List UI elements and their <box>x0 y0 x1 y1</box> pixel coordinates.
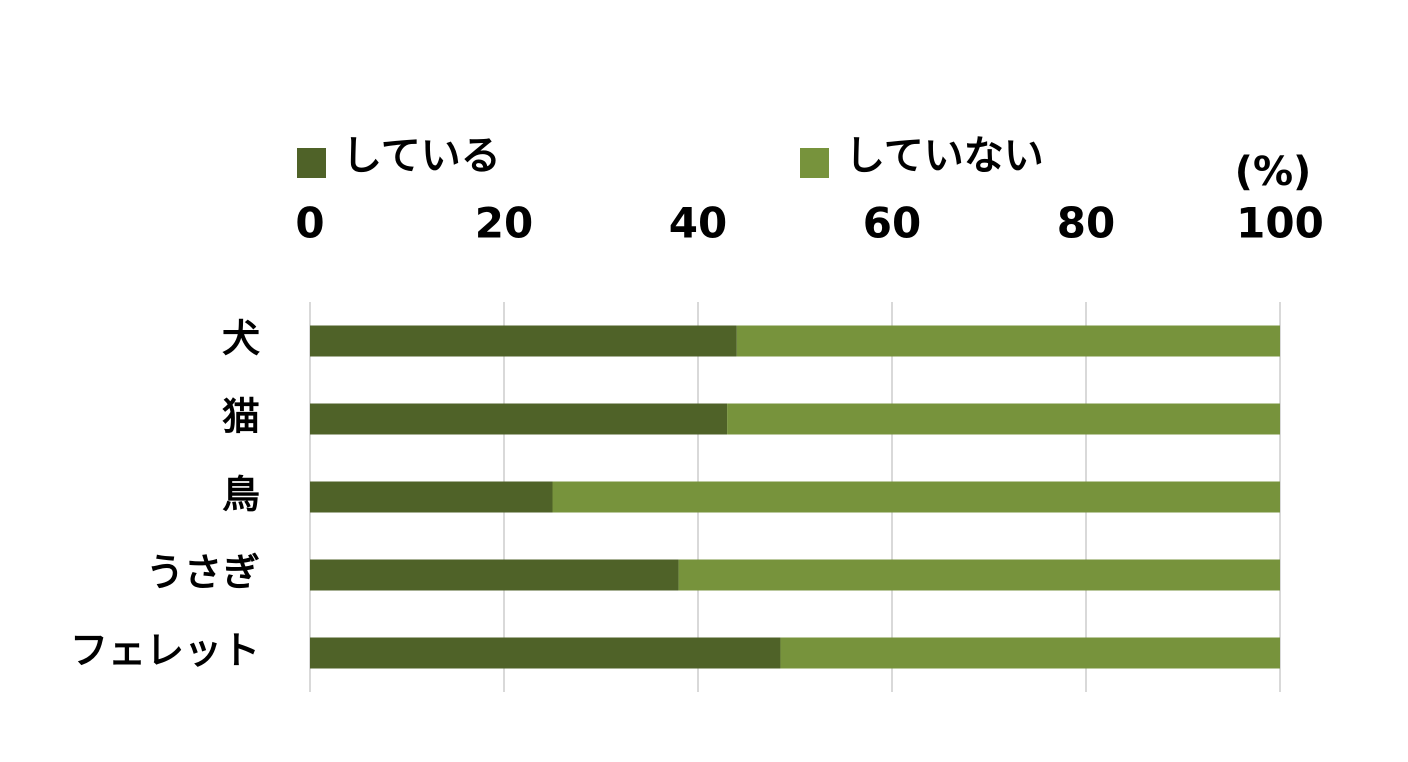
bar-segment <box>310 559 679 591</box>
legend-label: している <box>342 133 501 179</box>
x-tick-label: 80 <box>1057 199 1115 248</box>
legend-label: していない <box>845 133 1044 179</box>
y-tick-label: 猫 <box>222 395 260 439</box>
y-tick-label: 犬 <box>222 317 260 361</box>
bar-segment <box>310 481 553 513</box>
y-tick-label: うさぎ <box>146 551 260 595</box>
bar-segment <box>780 637 1280 669</box>
legend-swatch <box>297 148 326 178</box>
bar-segment <box>552 481 1280 513</box>
bar-segment <box>310 403 728 435</box>
bar-segment <box>678 559 1280 591</box>
bar-segment <box>736 325 1280 357</box>
y-tick-label: 鳥 <box>222 473 260 517</box>
x-tick-label: 0 <box>295 199 324 248</box>
legend-swatch <box>800 148 829 178</box>
y-tick-label: フェレット <box>70 629 260 673</box>
x-tick-label: 40 <box>669 199 727 248</box>
x-axis-label: (%) <box>1235 149 1312 195</box>
x-tick-label: 60 <box>863 199 921 248</box>
bar-segment <box>727 403 1280 435</box>
bar-segment <box>310 637 781 669</box>
bar-segment <box>310 325 737 357</box>
x-tick-label: 20 <box>475 199 533 248</box>
x-tick-label: 100 <box>1236 199 1324 248</box>
